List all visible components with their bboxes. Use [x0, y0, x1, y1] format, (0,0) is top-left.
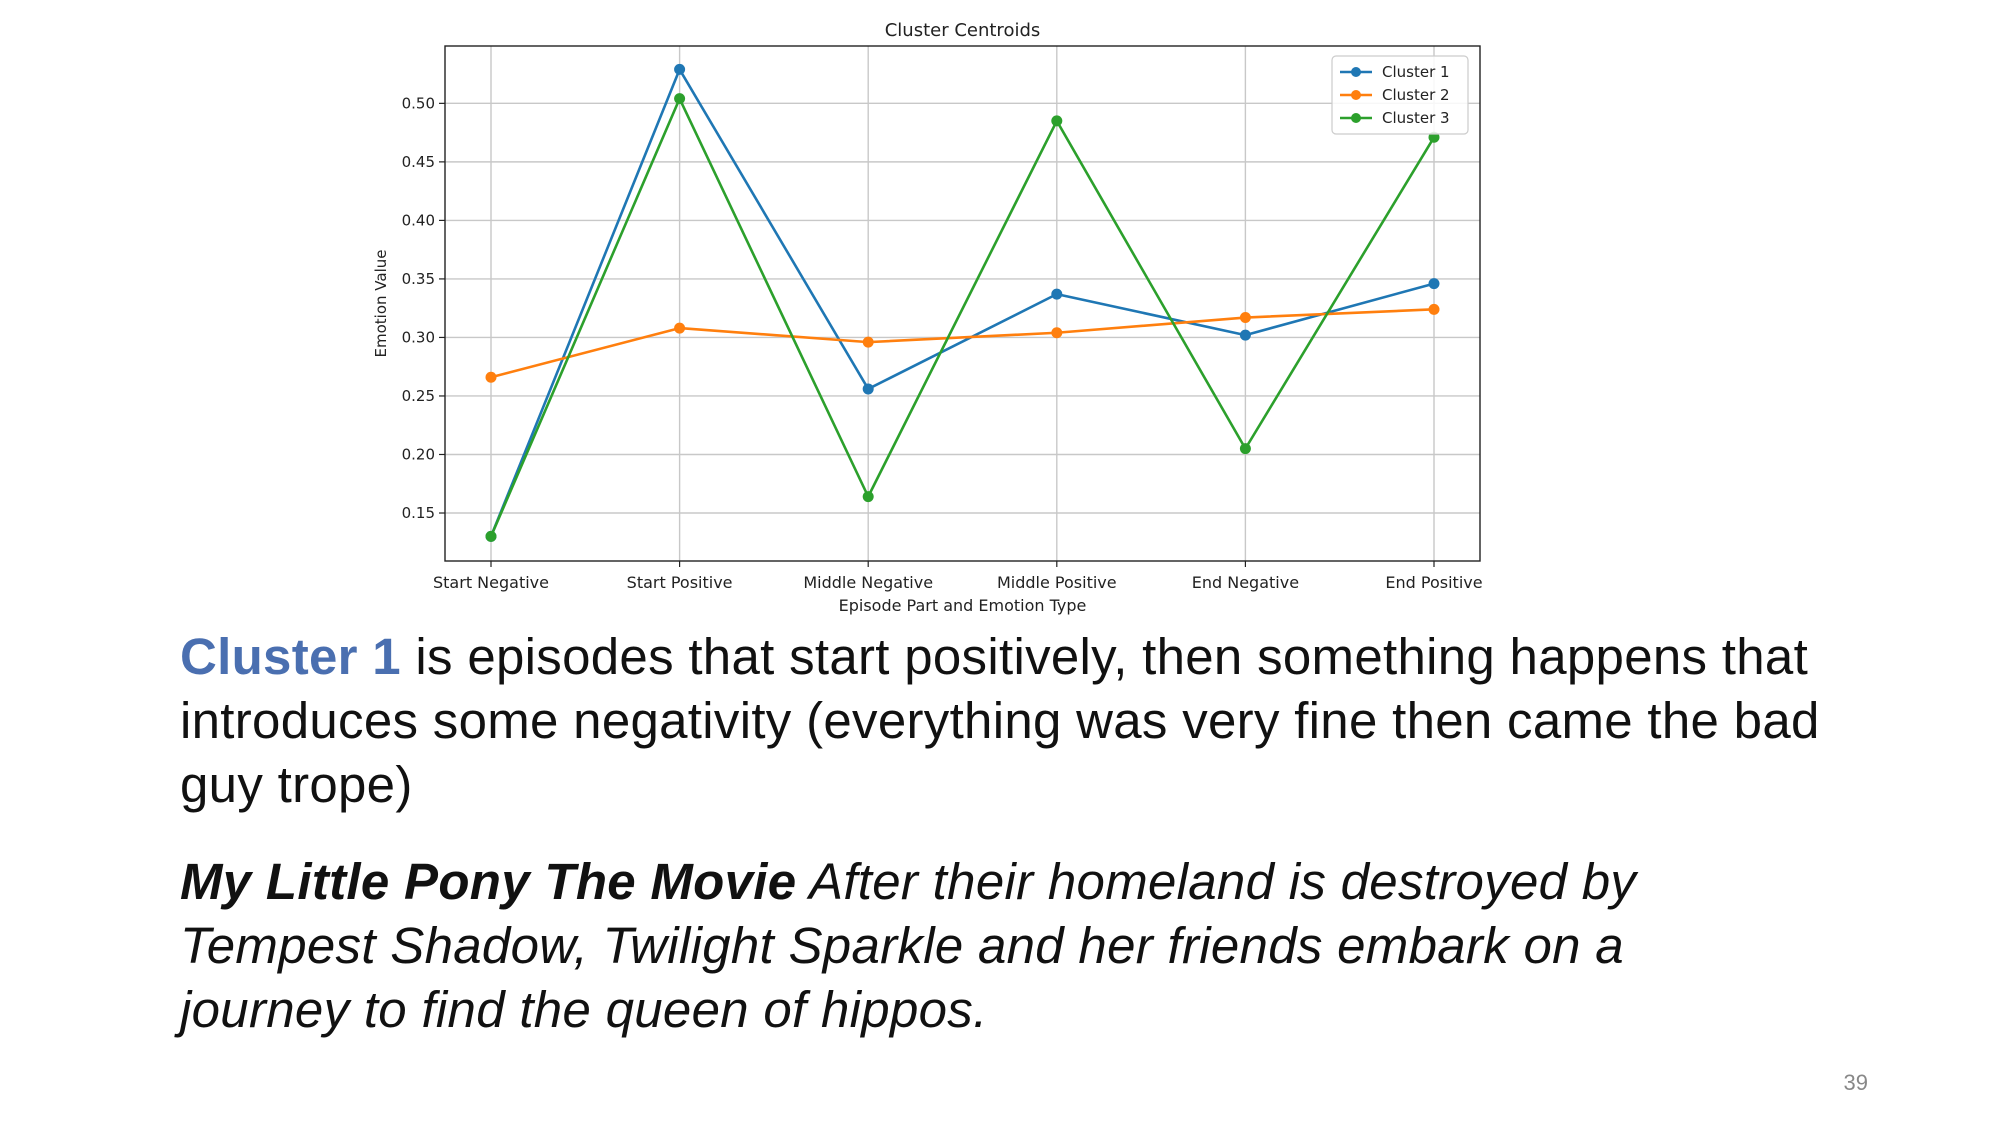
x-tick-label: End Positive: [1385, 573, 1482, 592]
data-point-cluster-2: [674, 322, 686, 334]
legend-box: [1331, 55, 1469, 135]
x-tick-label: Middle Negative: [803, 573, 933, 592]
cluster-highlight: Cluster 1: [180, 628, 401, 685]
data-point-cluster-3: [1051, 115, 1063, 127]
y-tick-label: 0.35: [402, 270, 435, 288]
legend-label: Cluster 3: [1382, 109, 1450, 127]
movie-example: My Little Pony The Movie After their hom…: [180, 850, 1740, 1042]
data-point-cluster-2: [1428, 303, 1440, 315]
x-tick-label: Middle Positive: [997, 573, 1117, 592]
data-point-cluster-3: [674, 93, 686, 105]
x-tick-label: Start Negative: [433, 573, 549, 592]
y-tick-label: 0.45: [402, 153, 435, 171]
legend-swatch-marker: [1351, 90, 1361, 100]
data-point-cluster-1: [1051, 288, 1063, 300]
x-axis-label: Episode Part and Emotion Type: [839, 596, 1087, 615]
cluster-description-text: is episodes that start positively, then …: [180, 628, 1820, 813]
y-tick-label: 0.50: [402, 94, 435, 112]
plot-frame: [444, 45, 1481, 562]
legend-label: Cluster 2: [1382, 86, 1450, 104]
page-number: 39: [1843, 1070, 1868, 1095]
y-tick-label: 0.15: [402, 504, 435, 522]
data-point-cluster-2: [1051, 327, 1063, 339]
y-tick-label: 0.30: [402, 328, 435, 346]
x-tick-label: Start Positive: [627, 573, 733, 592]
y-tick-label: 0.25: [402, 387, 435, 405]
data-point-cluster-3: [862, 491, 874, 503]
data-point-cluster-2: [485, 371, 497, 383]
data-point-cluster-1: [862, 383, 874, 395]
y-tick-label: 0.20: [402, 445, 435, 463]
series-line-cluster-3: [489, 97, 1436, 537]
data-point-cluster-1: [1239, 329, 1251, 341]
data-point-cluster-3: [1239, 443, 1251, 455]
y-tick-label: 0.40: [402, 211, 435, 229]
cluster-centroids-chart: 0.15 0.20 0.25 0.30 0.35 0.40 0.45 0.50 Start Ne…: [372, 20, 1483, 615]
data-point-cluster-1: [1428, 278, 1440, 290]
legend-swatch-marker: [1351, 67, 1361, 77]
cluster-description: Cluster 1 is episodes that start positiv…: [180, 625, 1910, 817]
chart-container: 0.15 0.20 0.25 0.30 0.35 0.40 0.45 0.50 Start Ne…: [372, 20, 1483, 615]
x-tick-label: End Negative: [1192, 573, 1299, 592]
data-point-cluster-1: [674, 63, 686, 75]
data-point-cluster-3: [485, 530, 497, 542]
movie-title: My Little Pony The Movie: [180, 853, 797, 910]
y-axis-label: Emotion Value: [372, 250, 390, 358]
series-line-cluster-1: [489, 68, 1435, 537]
data-point-cluster-2: [1239, 312, 1251, 324]
movie-synopsis: After their homeland is destroyed by Tem…: [180, 853, 1637, 1038]
series-line-cluster-2: [490, 308, 1435, 379]
data-point-cluster-2: [862, 336, 874, 348]
legend-label: Cluster 1: [1382, 63, 1450, 81]
chart-title: Cluster Centroids: [885, 20, 1041, 41]
legend-swatch-marker: [1351, 113, 1361, 123]
